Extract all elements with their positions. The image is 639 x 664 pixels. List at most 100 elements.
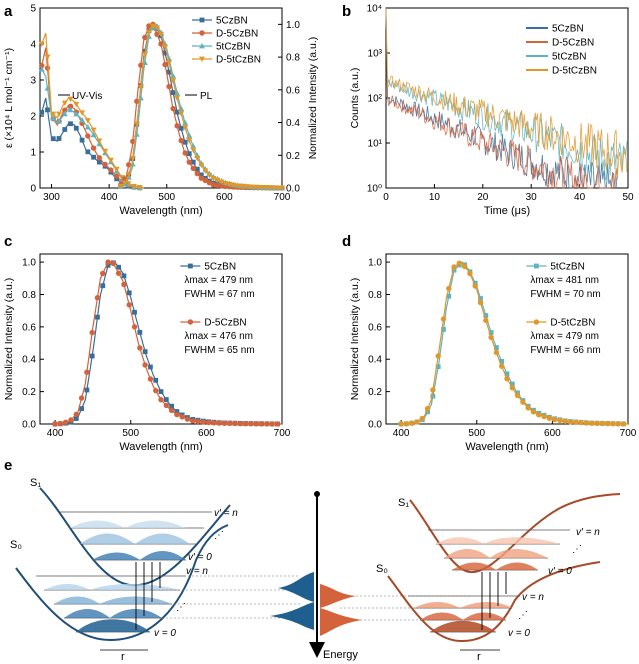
data-point: [136, 185, 143, 191]
x-axis-label: Wavelength (nm): [119, 205, 202, 217]
left-s0-wavefunction: [64, 609, 162, 618]
data-point: [90, 127, 97, 134]
data-point: [96, 155, 103, 161]
data-point: [153, 387, 159, 394]
data-point: [105, 259, 111, 265]
legend-label: 5CzBN: [204, 262, 236, 273]
y-axis-label: Normalized Intensity (a.u.): [349, 278, 361, 401]
data-point: [38, 66, 45, 72]
legend-label: 5CzBN: [552, 24, 584, 35]
data-point: [45, 107, 50, 113]
data-point: [258, 185, 265, 191]
x-tick-label: 50: [622, 192, 634, 203]
annotation-pl: PL: [200, 91, 213, 102]
x-tick-label: 600: [216, 192, 233, 203]
data-point: [68, 417, 74, 423]
data-point: [210, 182, 217, 188]
data-point: [174, 123, 180, 129]
data-point: [121, 273, 127, 279]
data-point: [184, 416, 191, 422]
data-point: [162, 44, 169, 50]
legend-label: D-5tCzBN: [550, 318, 595, 329]
legend-marker: [187, 263, 193, 269]
data-point: [117, 183, 124, 190]
data-point: [258, 421, 265, 427]
data-point: [110, 260, 117, 267]
y-axis-label: Normalized Intensity (a.u.): [3, 278, 15, 401]
data-point: [541, 413, 547, 420]
data-point: [129, 156, 136, 162]
plot-frame: [39, 7, 283, 189]
data-point: [435, 353, 441, 359]
data-point: [499, 363, 505, 369]
data-point: [186, 137, 193, 144]
y-tick-label: 1.0: [22, 258, 36, 269]
data-point: [509, 381, 515, 387]
right-vprime-0-label: v′ = 0: [548, 566, 572, 577]
data-point: [190, 165, 196, 172]
data-point: [270, 185, 277, 191]
data-point: [409, 420, 415, 426]
right-s0-wavefunction: [414, 602, 512, 608]
data-point: [89, 329, 95, 336]
data-point: [96, 159, 102, 165]
data-point: [84, 124, 91, 130]
data-point: [494, 345, 499, 350]
data-point: [557, 417, 563, 424]
data-point: [190, 418, 196, 424]
right-s0-label: S₀: [376, 563, 388, 575]
data-point: [237, 420, 244, 427]
chart-panel-d: 400 500 600 700 0.0 0.2 0.4 0.6 0.8 1.0 Wavelength…: [349, 253, 637, 453]
data-point: [461, 263, 468, 270]
y-right-tick-label: 1.0: [286, 20, 300, 31]
data-point: [232, 420, 238, 427]
x-axis-label: Wavelength (nm): [119, 441, 202, 453]
series-line: [401, 261, 628, 425]
left-ellipsis: ⋰: [214, 530, 224, 541]
x-tick-label: 500: [158, 192, 175, 203]
y-tick-label: 0.6: [22, 322, 36, 333]
data-point: [451, 267, 457, 273]
y-right-tick-label: 0.0: [286, 184, 300, 195]
y-tick-label: 0: [30, 184, 36, 195]
data-point: [488, 330, 494, 335]
data-point: [214, 182, 221, 189]
data-point: [218, 179, 225, 185]
legend-marker: [199, 30, 205, 36]
data-point: [91, 154, 96, 160]
data-point: [56, 111, 63, 118]
data-point: [254, 184, 261, 191]
series-line: [401, 261, 628, 425]
data-point: [253, 421, 259, 427]
y-tick-label: 10⁰: [367, 184, 382, 195]
right-s1-label: S₁: [398, 497, 409, 509]
data-point: [94, 295, 101, 301]
x-tick-label: 300: [43, 192, 60, 203]
data-point: [174, 109, 180, 115]
y-tick-label: 0.6: [368, 322, 382, 333]
data-point: [100, 270, 106, 277]
right-ellipsis-2: ⋰: [518, 610, 528, 621]
data-point: [202, 168, 209, 174]
data-point: [107, 157, 114, 164]
legend-label: 5tCzBN: [216, 42, 250, 53]
left-ellipsis-2: ⋰: [176, 602, 186, 613]
annotation-uvvis: UV-Vis: [72, 91, 102, 102]
data-point: [200, 419, 207, 425]
data-point: [194, 166, 200, 172]
data-point: [166, 83, 172, 90]
data-point: [163, 402, 169, 409]
data-point: [478, 296, 483, 301]
legend-label: D-5CzBN: [204, 318, 246, 329]
data-point: [178, 111, 185, 117]
left-s0-label: S₀: [10, 539, 22, 551]
x-tick-label: 400: [393, 428, 410, 439]
data-point: [100, 283, 106, 289]
data-point: [194, 170, 200, 177]
data-point: [262, 185, 269, 191]
data-point: [536, 412, 542, 418]
y-tick-label: 10¹: [368, 139, 383, 150]
data-point: [148, 364, 153, 370]
data-point: [79, 137, 85, 143]
legend-marker: [187, 319, 194, 325]
